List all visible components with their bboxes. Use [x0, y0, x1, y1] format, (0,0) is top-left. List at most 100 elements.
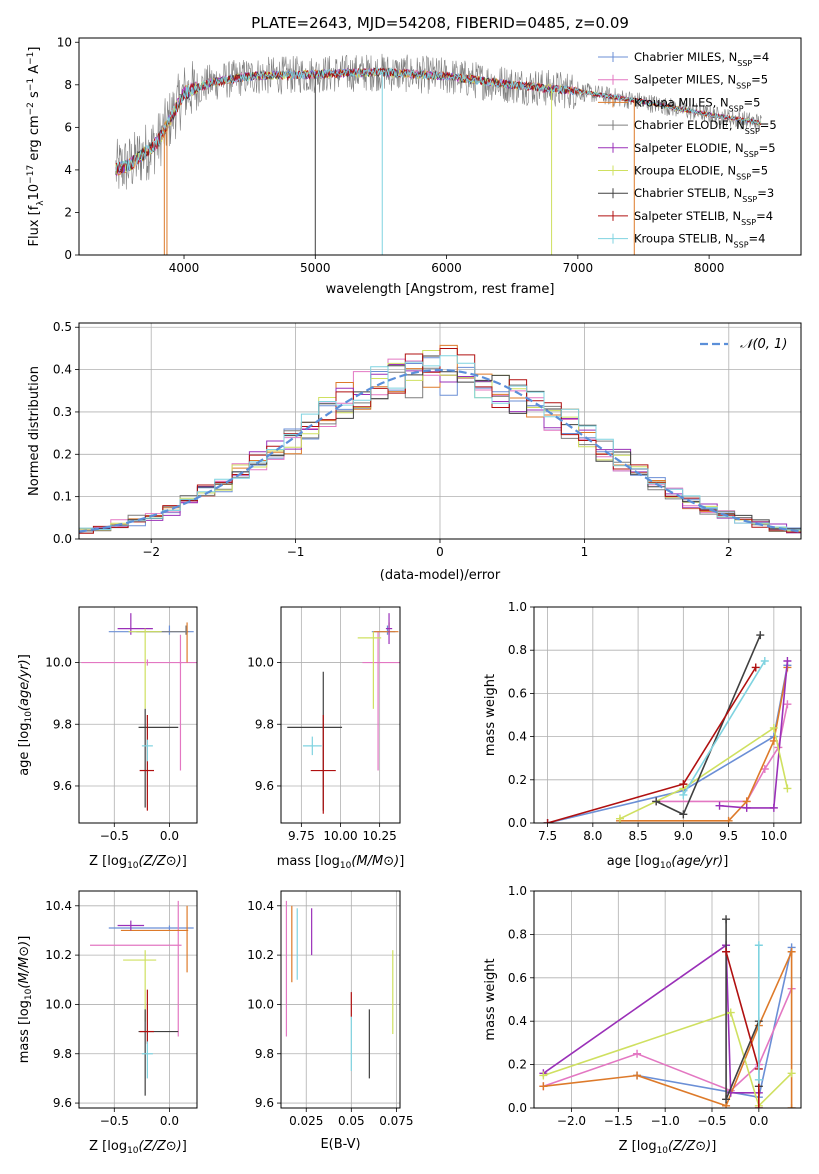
panel-spectrum: 4000 5000 6000 7000 8000 0 2 4 6 8 10 wavelength [A…: [26, 35, 802, 297]
mw-marker-2: [787, 1104, 796, 1108]
legend-name: Chabrier STELIB, N: [634, 186, 742, 200]
x-tick-label: 2: [725, 545, 733, 559]
x-tick-label: 9.0: [674, 829, 693, 843]
label-part: A: [27, 65, 42, 78]
x-tick-label: 10.00: [323, 829, 357, 843]
legend-label: Chabrier ELODIE, NSSP=5: [634, 118, 777, 136]
y-tick-label: 8: [64, 78, 72, 92]
label-part: age [log: [607, 854, 660, 869]
y-tick-label: 1.0: [508, 600, 527, 614]
y-tick-label: 10.0: [45, 997, 72, 1011]
legend-sub: SSP: [745, 127, 760, 136]
mw-line-0: [636, 947, 793, 1099]
mw-line-1: [543, 988, 793, 1092]
label-part: 10: [24, 711, 34, 723]
legend-count: =5: [751, 73, 768, 87]
mw-marker-8: [679, 790, 688, 799]
mw-marker-2: [724, 816, 733, 823]
axes-frame: [280, 606, 401, 824]
label-part: −1: [26, 52, 36, 65]
legend-sub: SSP: [729, 104, 744, 113]
x-tick-label: 4000: [169, 261, 200, 275]
x-tick-label: 1: [581, 545, 589, 559]
legend-label: Kroupa MILES, NSSP=5: [634, 95, 760, 113]
y-axis-label: mass [log10(M/M⊙)]: [17, 936, 34, 1064]
legend-count: =5: [760, 118, 777, 132]
mw-marker-4: [715, 801, 724, 810]
legend-count: =3: [757, 186, 774, 200]
mw-marker-2: [633, 1071, 642, 1080]
legend-label: Chabrier STELIB, NSSP=3: [634, 186, 774, 204]
mw-marker-6: [756, 631, 765, 640]
mw-marker-4: [783, 657, 792, 665]
label-part: mass [log: [17, 1000, 32, 1063]
label-part: (Z/Z⊙): [139, 1139, 182, 1154]
legend-label: Salpeter ELODIE, NSSP=5: [634, 141, 776, 159]
label-part: 10: [340, 861, 352, 871]
axes-frame: [78, 37, 802, 256]
mw-marker-8: [754, 941, 763, 950]
mw-marker-6: [679, 810, 688, 819]
mw-marker-5: [539, 1071, 548, 1080]
label-part: Z [log: [89, 1139, 127, 1154]
mw-line-0: [547, 665, 789, 823]
x-tick-label: 10.0: [760, 829, 787, 843]
legend-label: 𝒩(0, 1): [740, 337, 787, 352]
errorbars: [81, 613, 197, 811]
label-part: ]: [723, 854, 728, 869]
axes-frame: [533, 890, 802, 1109]
axes-frame: [280, 890, 401, 1109]
y-tick-label: 4: [64, 163, 72, 177]
x-tick-label: 8.5: [629, 829, 648, 843]
y-axis-label: age [log10(age/yr)]: [17, 654, 34, 776]
histograms: [79, 344, 801, 534]
y-tick-label: 10.2: [247, 948, 274, 962]
errorbars: [287, 613, 400, 814]
y-tick-label: 9.6: [53, 779, 72, 793]
legend-name: Chabrier ELODIE, N: [634, 118, 745, 132]
x-tick-label: −0.5: [697, 1114, 726, 1128]
legend-sub: SSP: [734, 240, 749, 249]
label-part: (Z/Z⊙): [139, 854, 182, 869]
legend-name: Salpeter MILES, N: [634, 73, 736, 87]
legend-name: Kroupa MILES, N: [634, 95, 729, 109]
y-tick-label: 0.4: [508, 730, 527, 744]
axes-frame: [78, 890, 198, 1109]
x-tick-label: 8.0: [583, 829, 602, 843]
x-tick-label: −1: [287, 545, 305, 559]
legend-label: Kroupa STELIB, NSSP=4: [634, 232, 765, 250]
y-tick-label: 0.2: [508, 773, 527, 787]
y-tick-label: 0: [64, 248, 72, 262]
legend-count: =4: [756, 209, 773, 223]
label-part: −2: [26, 102, 36, 115]
x-axis-label: Z [log10(Z/Z⊙)]: [89, 1139, 187, 1156]
y-tick-label: 0.3: [53, 405, 72, 419]
legend-sub: SSP: [736, 172, 751, 181]
x-tick-label: 6000: [431, 261, 462, 275]
x-tick-label: 0.0: [160, 1114, 179, 1128]
mw-marker-4: [742, 803, 751, 812]
panel-mass-vs-ebv: 0.025 0.05 0.075 9.6 9.8 10.0 10.2 10.4 E(B-V): [247, 890, 414, 1152]
x-tick-label: 7.5: [538, 829, 557, 843]
mw-marker-1: [783, 700, 792, 709]
mw-marker-5: [769, 723, 778, 732]
x-tick-label: 0.05: [338, 1114, 365, 1128]
y-tick-label: 9.8: [53, 1047, 72, 1061]
label-part: 10: [657, 1146, 669, 1156]
label-part: 10: [27, 184, 42, 201]
label-part: λ: [36, 200, 46, 206]
y-tick-label: 0.6: [508, 686, 527, 700]
x-tick-label: 9.5: [719, 829, 738, 843]
mass-weight-lines: [539, 915, 796, 1108]
label-part: (age/yr): [671, 854, 723, 869]
y-tick-label: 10.4: [45, 899, 72, 913]
label-part: 10: [24, 988, 34, 1000]
y-tick-label: 0.4: [53, 363, 72, 377]
y-tick-label: 0.0: [508, 816, 527, 830]
x-tick-label: 7000: [563, 261, 594, 275]
y-tick-label: 0.8: [508, 927, 527, 941]
x-tick-label: −1.5: [604, 1114, 633, 1128]
mw-marker-2: [539, 1082, 548, 1091]
